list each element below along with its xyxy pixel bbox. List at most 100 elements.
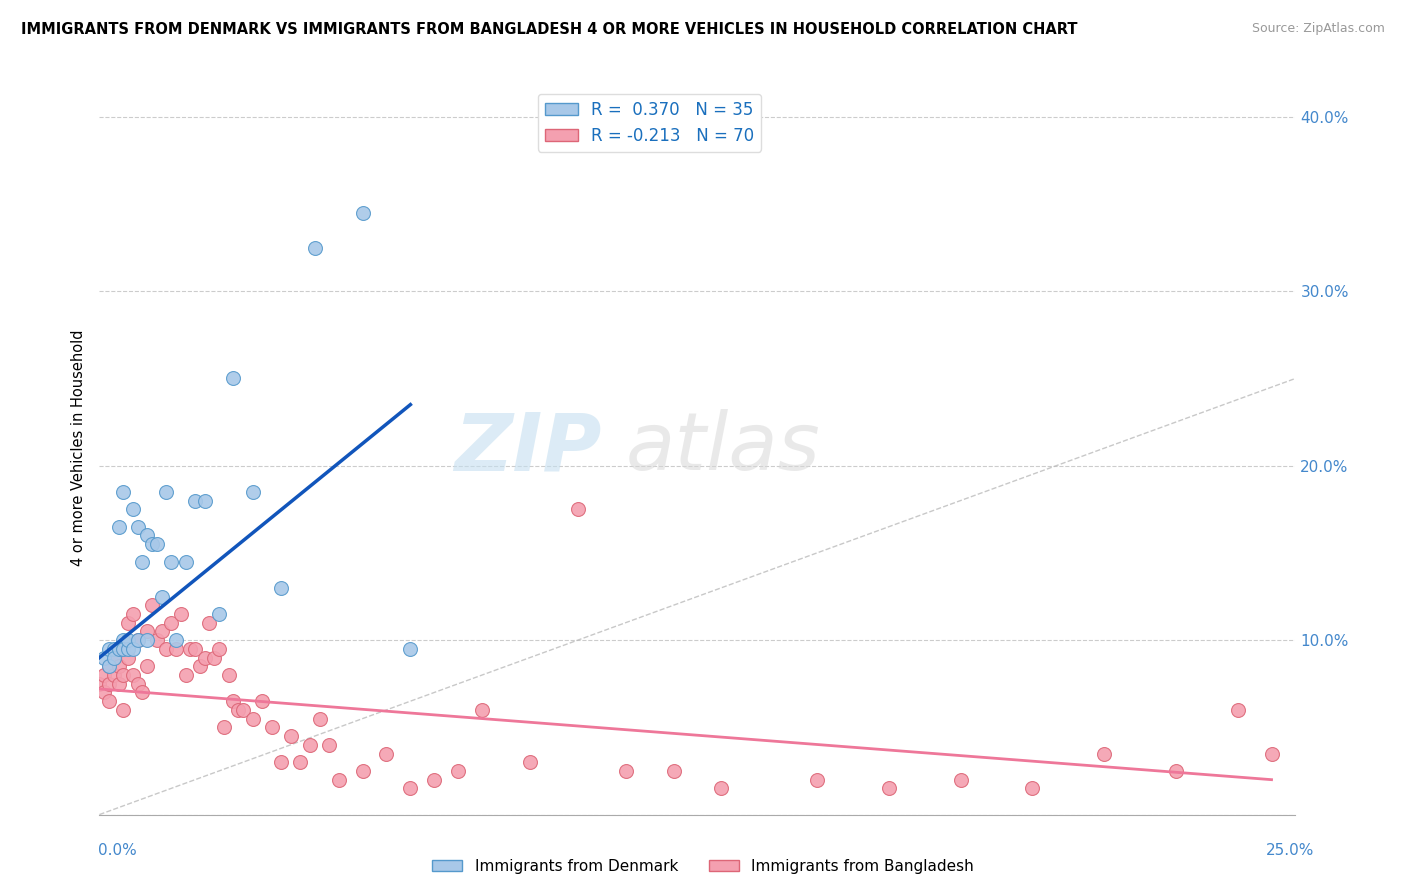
Point	[112, 668, 135, 682]
Point	[150, 624, 173, 639]
Point	[1021, 781, 1043, 796]
Point	[98, 641, 121, 656]
Point	[103, 668, 125, 682]
Point	[1227, 703, 1250, 717]
Point	[352, 764, 374, 778]
Point	[103, 650, 125, 665]
Point	[165, 633, 187, 648]
Point	[107, 520, 129, 534]
Text: IMMIGRANTS FROM DENMARK VS IMMIGRANTS FROM BANGLADESH 4 OR MORE VEHICLES IN HOUS: IMMIGRANTS FROM DENMARK VS IMMIGRANTS FR…	[21, 22, 1077, 37]
Point	[202, 650, 225, 665]
Point	[98, 694, 121, 708]
Point	[250, 694, 273, 708]
Point	[117, 641, 139, 656]
Point	[270, 581, 292, 595]
Point	[93, 685, 115, 699]
Point	[222, 371, 245, 385]
Point	[165, 641, 187, 656]
Point	[112, 633, 135, 648]
Point	[471, 703, 494, 717]
Point	[117, 615, 139, 630]
Point	[298, 738, 321, 752]
Point	[98, 677, 121, 691]
Point	[122, 641, 145, 656]
Point	[226, 703, 249, 717]
Point	[352, 205, 374, 219]
Point	[93, 650, 115, 665]
Point	[146, 537, 169, 551]
Point	[89, 677, 111, 691]
Point	[127, 520, 149, 534]
Point	[270, 756, 292, 770]
Point	[375, 747, 398, 761]
Legend: R =  0.370   N = 35, R = -0.213   N = 70: R = 0.370 N = 35, R = -0.213 N = 70	[538, 94, 761, 152]
Point	[127, 633, 149, 648]
Point	[308, 712, 330, 726]
Point	[103, 641, 125, 656]
Point	[170, 607, 193, 621]
Point	[280, 729, 302, 743]
Point	[127, 677, 149, 691]
Point	[877, 781, 900, 796]
Point	[1164, 764, 1187, 778]
Point	[98, 659, 121, 673]
Point	[107, 641, 129, 656]
Point	[218, 668, 240, 682]
Point	[155, 484, 177, 499]
Point	[232, 703, 254, 717]
Point	[136, 528, 159, 542]
Point	[194, 650, 217, 665]
Point	[519, 756, 541, 770]
Point	[423, 772, 446, 787]
Point	[160, 555, 183, 569]
Point	[222, 694, 245, 708]
Point	[112, 484, 135, 499]
Point	[117, 633, 139, 648]
Point	[242, 712, 264, 726]
Point	[242, 484, 264, 499]
Point	[155, 641, 177, 656]
Point	[112, 641, 135, 656]
Point	[949, 772, 972, 787]
Point	[194, 493, 217, 508]
Point	[184, 641, 207, 656]
Point	[447, 764, 470, 778]
Point	[131, 555, 153, 569]
Point	[136, 633, 159, 648]
Point	[1260, 747, 1282, 761]
Point	[107, 659, 129, 673]
Point	[328, 772, 350, 787]
Point	[146, 633, 169, 648]
Text: ZIP: ZIP	[454, 409, 602, 487]
Point	[806, 772, 828, 787]
Point	[399, 781, 422, 796]
Point	[174, 555, 197, 569]
Point	[98, 659, 121, 673]
Point	[290, 756, 312, 770]
Point	[141, 599, 163, 613]
Point	[179, 641, 201, 656]
Point	[136, 624, 159, 639]
Point	[184, 493, 207, 508]
Point	[614, 764, 637, 778]
Point	[198, 615, 221, 630]
Text: Source: ZipAtlas.com: Source: ZipAtlas.com	[1251, 22, 1385, 36]
Text: 0.0%: 0.0%	[98, 843, 138, 858]
Point	[304, 241, 326, 255]
Point	[150, 590, 173, 604]
Point	[122, 502, 145, 516]
Point	[112, 703, 135, 717]
Point	[93, 668, 115, 682]
Point	[208, 607, 231, 621]
Point	[318, 738, 340, 752]
Point	[174, 668, 197, 682]
Point	[1092, 747, 1115, 761]
Text: 25.0%: 25.0%	[1267, 843, 1315, 858]
Point	[399, 641, 422, 656]
Y-axis label: 4 or more Vehicles in Household: 4 or more Vehicles in Household	[72, 330, 86, 566]
Point	[567, 502, 589, 516]
Point	[710, 781, 733, 796]
Legend: Immigrants from Denmark, Immigrants from Bangladesh: Immigrants from Denmark, Immigrants from…	[426, 853, 980, 880]
Point	[662, 764, 685, 778]
Point	[212, 720, 235, 734]
